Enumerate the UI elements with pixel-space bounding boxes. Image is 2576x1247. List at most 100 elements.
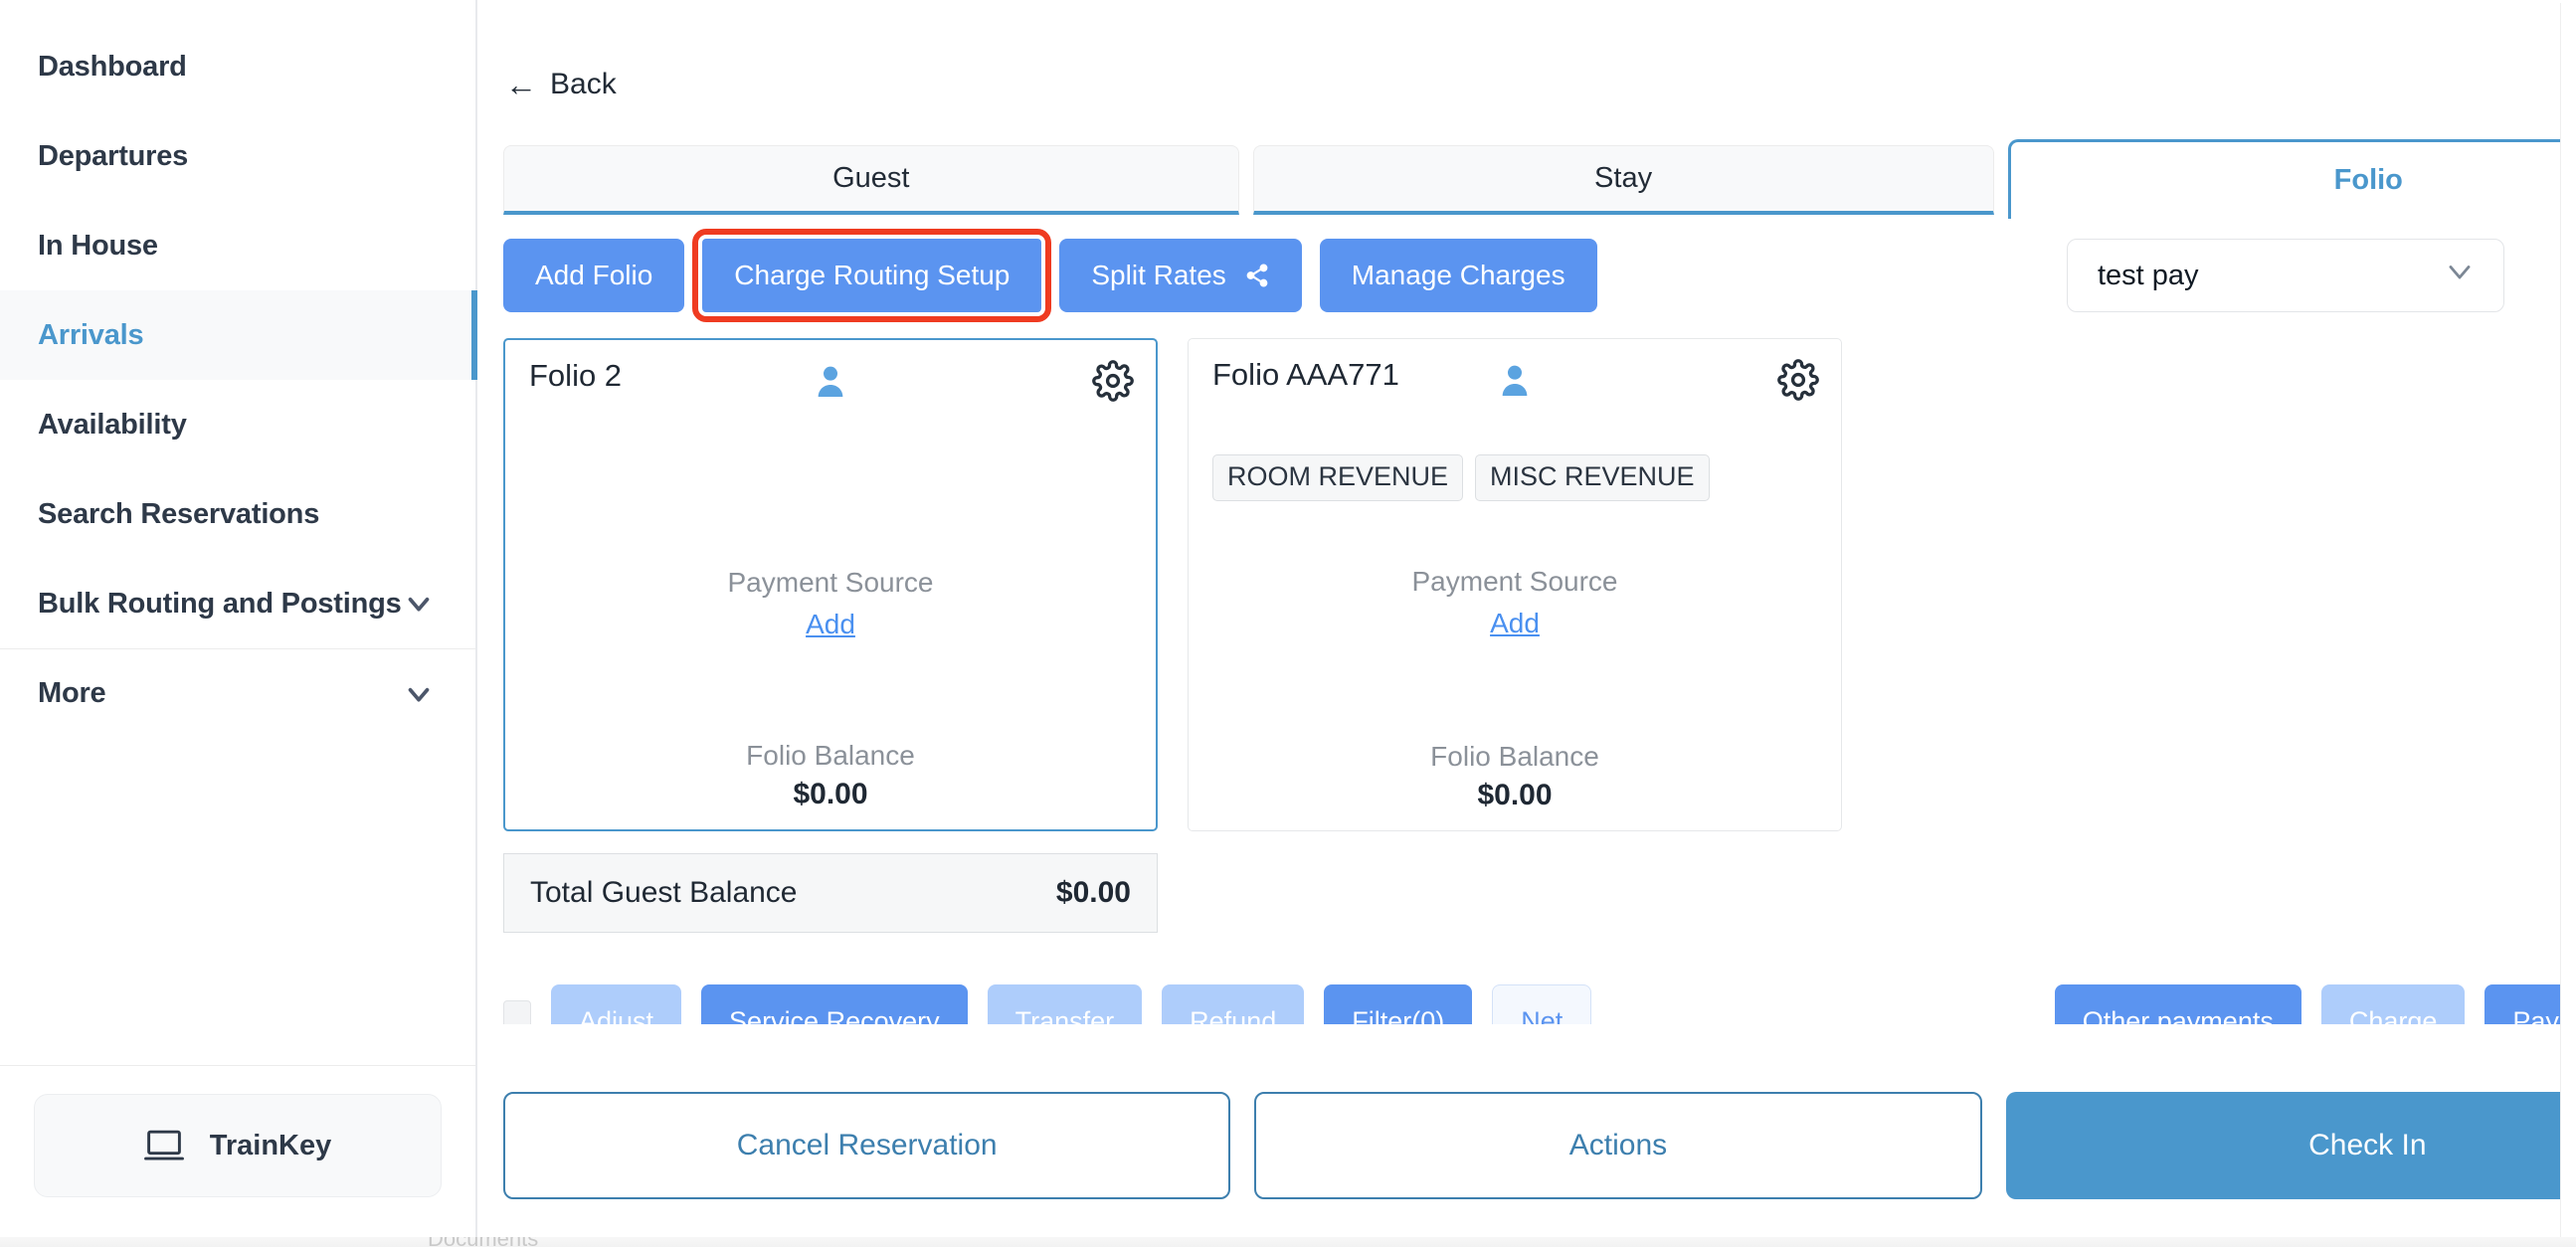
filter-label: Filter(0) [1352,1005,1445,1025]
adjust-label: Adjust [579,1005,654,1025]
add-folio-label: Add Folio [535,260,653,290]
folio-card-title: Folio 2 [529,358,623,393]
payment-source-block: Payment Source Add [505,567,1156,640]
right-scroll-gutter[interactable] [2560,3,2576,1237]
actions-button[interactable]: Actions [1254,1092,1982,1199]
service-recovery-button[interactable]: Service Recovery [701,984,968,1024]
cancel-reservation-button[interactable]: Cancel Reservation [503,1092,1231,1199]
tab-guest[interactable]: Guest [503,145,1239,215]
sidebar-item-availability[interactable]: Availability [0,380,475,469]
split-rates-button[interactable]: Split Rates [1059,239,1302,312]
tab-folio[interactable]: Folio [2007,139,2576,219]
monitor-icon [143,1129,184,1162]
add-payment-source-link[interactable]: Add [806,609,855,639]
sidebar-item-label: Search Reservations [38,497,320,530]
manage-charges-button[interactable]: Manage Charges [1319,239,1597,312]
sidebar-item-arrivals[interactable]: Arrivals [0,290,477,380]
folio-tag-list: ROOM REVENUE MISC REVENUE [1212,454,1817,501]
sidebar-item-label: Departures [38,139,189,172]
chevron-down-icon[interactable] [402,677,436,711]
back-button[interactable]: ← Back [505,68,617,101]
folio-balance-block: Folio Balance $0.00 [505,740,1156,811]
total-guest-balance: Total Guest Balance $0.00 [503,853,1158,933]
sidebar-item-dashboard[interactable]: Dashboard [0,22,475,111]
filter-button[interactable]: Filter(0) [1324,984,1473,1025]
sidebar-item-more[interactable]: More [0,648,475,738]
charge-routing-setup-button[interactable]: Charge Routing Setup [692,229,1052,322]
share-icon [1244,262,1270,289]
chevron-down-icon[interactable] [2442,254,2478,297]
gear-icon[interactable] [1092,360,1134,407]
refund-label: Refund [1190,1005,1277,1025]
folio-balance-label: Folio Balance [746,740,915,771]
person-icon [811,362,850,407]
folio-balance-value: $0.00 [1477,779,1553,811]
sidebar-nav: Dashboard Departures In House Arrivals A… [0,0,477,738]
refund-button[interactable]: Refund [1162,984,1305,1025]
adjust-button[interactable]: Adjust [551,984,682,1025]
folio-card-title: Folio AAA771 [1212,357,1399,392]
payment-source-label: Payment Source [1411,566,1618,597]
tab-bar: Guest Stay Folio [503,139,2576,219]
back-label: Back [550,68,617,100]
trainkey-label: TrainKey [209,1129,332,1161]
folio-card[interactable]: Folio 2 Payment Source Add [503,338,1158,831]
service-recovery-label: Service Recovery [729,1005,940,1025]
main-content: ← Back Guest Stay Folio Add Folio Charge… [477,0,2576,1237]
folio-balance-value: $0.00 [793,778,868,810]
sidebar-item-label: Dashboard [38,50,187,83]
check-in-label: Check In [2308,1129,2427,1161]
add-payment-source-link[interactable]: Add [1490,608,1540,638]
gear-icon[interactable] [1777,359,1819,406]
actions-label: Actions [1568,1129,1668,1161]
chevron-down-icon[interactable] [402,587,436,621]
sidebar-item-departures[interactable]: Departures [0,111,475,201]
sidebar-footer: TrainKey [0,1065,475,1237]
tab-stay[interactable]: Stay [1252,145,1994,215]
folio-action-buttons: Add Folio Charge Routing Setup Split Rat… [503,229,1597,322]
other-payments-button[interactable]: Other payments [2054,984,2301,1025]
folio-balance-label: Folio Balance [1430,741,1599,772]
folio-select-dropdown[interactable]: test pay [2067,239,2504,312]
sidebar-item-label: Bulk Routing and Postings [38,587,402,620]
add-folio-button[interactable]: Add Folio [503,239,685,312]
transfer-label: Transfer [1014,1005,1115,1025]
tab-label: Folio [2333,164,2403,196]
sidebar-item-search-reservations[interactable]: Search Reservations [0,469,475,559]
folio-tag-room-revenue[interactable]: ROOM REVENUE [1212,454,1464,501]
total-guest-balance-label: Total Guest Balance [530,876,798,909]
trainkey-button[interactable]: TrainKey [34,1094,442,1197]
payment-source-block: Payment Source Add [1189,566,1841,639]
select-all-checkbox[interactable] [503,1000,531,1024]
folio-card-list: Folio 2 Payment Source Add [503,338,1842,831]
folio-tag-misc-revenue[interactable]: MISC REVENUE [1475,454,1710,501]
sidebar-item-bulk-routing-and-postings[interactable]: Bulk Routing and Postings [0,559,475,648]
sidebar-spacer [0,738,475,1065]
transfer-button[interactable]: Transfer [987,984,1143,1025]
person-icon [1495,361,1535,406]
cancel-reservation-label: Cancel Reservation [736,1129,998,1161]
other-payments-label: Other payments [2082,1005,2274,1025]
payment-source-label: Payment Source [727,567,934,598]
charge-label: Charge [2348,1005,2438,1025]
sidebar-item-in-house[interactable]: In House [0,201,475,290]
charge-button[interactable]: Charge [2320,984,2466,1025]
folio-balance-block: Folio Balance $0.00 [1189,741,1841,812]
sidebar-item-label: In House [38,229,158,262]
net-label: Net [1521,1005,1564,1025]
check-in-button[interactable]: Check In [2005,1092,2576,1199]
total-guest-balance-value: $0.00 [1055,876,1131,909]
sidebar-item-label: More [38,677,106,709]
manage-charges-label: Manage Charges [1351,260,1565,290]
charge-routing-setup-label: Charge Routing Setup [734,260,1011,290]
net-toggle-button[interactable]: Net [1492,984,1592,1025]
folio-card[interactable]: Folio AAA771 ROOM REVENUE MISC [1188,338,1842,831]
folio-card-header: Folio AAA771 [1212,357,1817,393]
sidebar-item-label: Arrivals [38,318,144,351]
sidebar-item-label: Availability [38,408,187,441]
tab-label: Guest [832,162,910,194]
charges-toolbar: Adjust Service Recovery Transfer Refund … [503,984,2576,1024]
folio-select-value: test pay [2098,259,2199,291]
split-rates-label: Split Rates [1091,260,1226,290]
